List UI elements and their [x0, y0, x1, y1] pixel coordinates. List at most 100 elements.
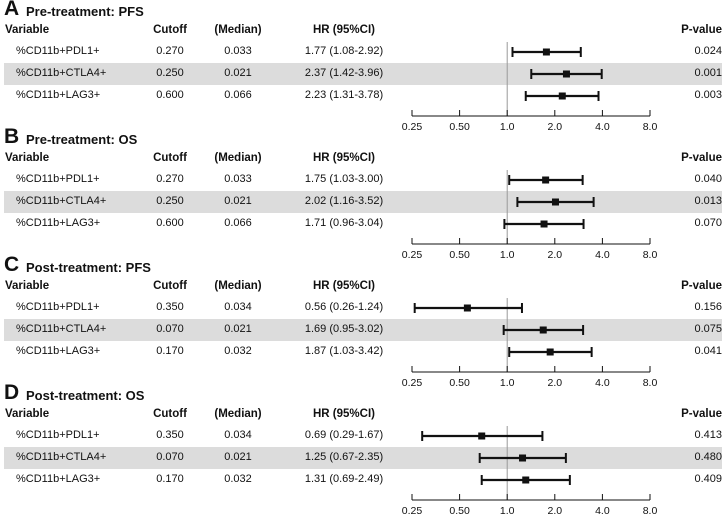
variable-name: %CD11b+LAG3+: [16, 473, 101, 485]
hr-point: [558, 92, 566, 100]
x-tick-label: 2.0: [547, 121, 562, 133]
panel-b: B Pre-treatment: OS Variable Cutoff (Med…: [0, 125, 728, 261]
hr-point: [542, 176, 550, 184]
panel-letter: D: [4, 381, 20, 404]
header-cutoff: Cutoff: [153, 280, 187, 292]
x-tick-label: 1.0: [500, 505, 515, 516]
x-tick-label: 0.25: [402, 249, 423, 261]
header-median: (Median): [214, 280, 262, 292]
header-median: (Median): [214, 24, 262, 36]
header-variable: Variable: [5, 152, 50, 164]
forest-plot: 0.25 0.50 1.0 2.0 4.0 8.0: [402, 42, 657, 133]
x-tick-label: 1.0: [500, 249, 515, 261]
hr-point: [522, 476, 530, 484]
header-hr: HR (95%CI): [313, 280, 375, 292]
variable-name: %CD11b+LAG3+: [16, 89, 101, 101]
header-variable: Variable: [5, 280, 50, 292]
variable-name: %CD11b+CTLA4+: [16, 195, 107, 207]
hr-point: [551, 198, 559, 206]
median-value: 0.034: [224, 301, 252, 313]
header-variable: Variable: [5, 408, 50, 420]
table-row: %CD11b+CTLA4+ 0.250 0.021 2.37 (1.42-3.9…: [4, 63, 722, 85]
variable-name: %CD11b+PDL1+: [16, 429, 100, 441]
cutoff-value: 0.070: [156, 451, 184, 463]
hr-value: 2.37 (1.42-3.96): [304, 67, 384, 79]
median-value: 0.066: [224, 89, 252, 101]
median-value: 0.021: [224, 67, 252, 79]
hr-point: [539, 326, 547, 334]
header-hr: HR (95%CI): [313, 24, 375, 36]
median-value: 0.032: [224, 473, 252, 485]
hr-value: 0.69 (0.29-1.67): [304, 429, 384, 441]
header-cutoff: Cutoff: [153, 152, 187, 164]
cutoff-value: 0.270: [156, 45, 184, 57]
panel-d: D Post-treatment: OS Variable Cutoff (Me…: [0, 381, 728, 516]
hr-value: 2.23 (1.31-3.78): [304, 89, 384, 101]
panel-c: C Post-treatment: PFS Variable Cutoff (M…: [0, 253, 728, 389]
table-row: %CD11b+CTLA4+ 0.250 0.021 2.02 (1.16-3.5…: [4, 191, 722, 213]
pvalue-value: 0.480: [694, 451, 722, 463]
table-row: %CD11b+PDL1+ 0.350 0.034 0.56 (0.26-1.24…: [4, 297, 722, 319]
x-tick-label: 8.0: [643, 121, 658, 133]
x-tick-label: 2.0: [547, 249, 562, 261]
panel-letter: B: [4, 125, 20, 148]
header-cutoff: Cutoff: [153, 24, 187, 36]
table-row: %CD11b+PDL1+ 0.270 0.033 1.77 (1.08-2.92…: [4, 41, 722, 63]
x-tick-label: 2.0: [547, 505, 562, 516]
pvalue-value: 0.070: [694, 217, 722, 229]
header-hr: HR (95%CI): [313, 152, 375, 164]
hr-value: 1.69 (0.95-3.02): [304, 323, 384, 335]
pvalue-value: 0.041: [694, 345, 722, 357]
x-tick-label: 0.50: [449, 505, 470, 516]
table-row: %CD11b+CTLA4+ 0.070 0.021 1.69 (0.95-3.0…: [4, 319, 722, 341]
pvalue-value: 0.413: [694, 429, 722, 441]
median-value: 0.033: [224, 45, 252, 57]
median-value: 0.021: [224, 451, 252, 463]
hr-point: [519, 454, 527, 462]
pvalue-value: 0.409: [694, 473, 722, 485]
x-tick-label: 0.50: [449, 249, 470, 261]
forest-plot: 0.25 0.50 1.0 2.0 4.0 8.0: [402, 298, 657, 389]
table-row: %CD11b+LAG3+ 0.600 0.066 2.23 (1.31-3.78…: [4, 85, 722, 107]
hr-point: [542, 48, 550, 56]
variable-name: %CD11b+PDL1+: [16, 45, 100, 57]
hr-value: 1.31 (0.69-2.49): [304, 473, 384, 485]
cutoff-value: 0.600: [156, 217, 184, 229]
x-tick-label: 1.0: [500, 377, 515, 389]
variable-name: %CD11b+CTLA4+: [16, 67, 107, 79]
forest-plot: 0.25 0.50 1.0 2.0 4.0 8.0: [402, 426, 657, 516]
hr-point: [540, 220, 548, 228]
variable-name: %CD11b+LAG3+: [16, 217, 101, 229]
hr-value: 1.75 (1.03-3.00): [304, 173, 384, 185]
pvalue-value: 0.024: [694, 45, 722, 57]
cutoff-value: 0.250: [156, 195, 184, 207]
panel-title: Post-treatment: PFS: [26, 260, 151, 275]
pvalue-value: 0.013: [694, 195, 722, 207]
panel-a: A Pre-treatment: PFS Variable Cutoff (Me…: [0, 0, 728, 133]
x-tick-label: 8.0: [643, 249, 658, 261]
pvalue-value: 0.156: [694, 301, 722, 313]
median-value: 0.034: [224, 429, 252, 441]
hr-value: 1.71 (0.96-3.04): [304, 217, 384, 229]
variable-name: %CD11b+LAG3+: [16, 345, 101, 357]
header-cutoff: Cutoff: [153, 408, 187, 420]
cutoff-value: 0.270: [156, 173, 184, 185]
variable-name: %CD11b+PDL1+: [16, 301, 100, 313]
x-tick-label: 4.0: [595, 377, 610, 389]
header-pvalue: P-value: [681, 24, 722, 36]
x-tick-label: 0.50: [449, 377, 470, 389]
x-tick-label: 8.0: [643, 505, 658, 516]
x-tick-label: 1.0: [500, 121, 515, 133]
hr-value: 1.77 (1.08-2.92): [304, 45, 384, 57]
hr-value: 1.25 (0.67-2.35): [304, 451, 384, 463]
forest-plot: 0.25 0.50 1.0 2.0 4.0 8.0: [402, 170, 657, 261]
header-variable: Variable: [5, 24, 50, 36]
header-pvalue: P-value: [681, 408, 722, 420]
pvalue-value: 0.001: [694, 67, 722, 79]
x-tick-label: 4.0: [595, 505, 610, 516]
cutoff-value: 0.170: [156, 345, 184, 357]
table-row: %CD11b+PDL1+ 0.270 0.033 1.75 (1.03-3.00…: [4, 169, 722, 191]
cutoff-value: 0.070: [156, 323, 184, 335]
variable-name: %CD11b+CTLA4+: [16, 323, 107, 335]
cutoff-value: 0.250: [156, 67, 184, 79]
